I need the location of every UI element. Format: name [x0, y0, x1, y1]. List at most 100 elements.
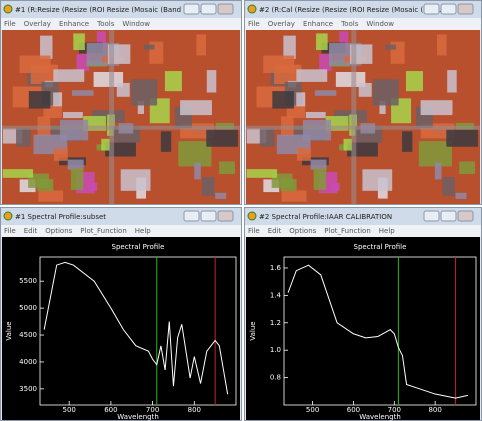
- image-feature: [442, 177, 455, 196]
- image-feature: [101, 138, 110, 151]
- window-title: #2 Spectral Profile:IAAR CALIBRATION: [259, 213, 392, 221]
- spectrum-line: [43, 261, 229, 395]
- image-feature: [259, 128, 275, 147]
- image-feature: [160, 131, 172, 152]
- image-feature: [379, 101, 386, 114]
- image-feature: [96, 31, 106, 47]
- window-button[interactable]: [423, 210, 440, 222]
- image-feature: [72, 90, 94, 96]
- y-tick-label: 1.0: [270, 346, 281, 354]
- window-title: #2 (R:Cal (Resize (Resize (ROI Resize (M…: [259, 6, 443, 14]
- window-button[interactable]: [440, 3, 457, 15]
- image-feature: [420, 100, 453, 116]
- menu-item[interactable]: Plot_Function: [80, 227, 126, 235]
- plot-title: Spectral Profile: [354, 243, 407, 251]
- image-feature: [93, 72, 124, 87]
- menu-item[interactable]: Enhance: [59, 20, 89, 28]
- image-feature: [206, 70, 217, 93]
- image-feature: [137, 101, 144, 114]
- menu-item[interactable]: Options: [45, 227, 72, 235]
- menu-item[interactable]: Help: [135, 227, 152, 235]
- image-feature: [73, 33, 85, 51]
- menu-item[interactable]: Tools: [96, 20, 115, 28]
- image-feature: [302, 119, 332, 141]
- image-feature: [219, 161, 235, 175]
- image-feature: [206, 129, 238, 147]
- image-feature: [131, 79, 158, 106]
- spectrum-line: [287, 264, 468, 399]
- image-feature: [164, 71, 182, 92]
- image-feature: [385, 44, 397, 50]
- image-feature: [53, 148, 68, 161]
- image-feature: [455, 192, 467, 199]
- x-tick-label: 700: [388, 406, 401, 414]
- y-tick-label: 0.8: [270, 374, 281, 382]
- window-button[interactable]: [183, 3, 200, 15]
- y-tick-label: 1.4: [270, 291, 282, 299]
- window-icon: [3, 4, 13, 14]
- image-feature: [263, 55, 295, 74]
- image-feature: [116, 82, 130, 97]
- x-tick-label: 500: [306, 406, 319, 414]
- menu-item[interactable]: File: [4, 20, 16, 28]
- image-feature: [281, 190, 307, 202]
- y-tick-label: 5500: [19, 277, 37, 285]
- title-bar: [245, 208, 481, 225]
- image-feature: [434, 162, 442, 180]
- image-feature: [339, 31, 349, 47]
- window: #2 Spectral Profile:IAAR CALIBRATION File…: [244, 207, 482, 421]
- menu-item[interactable]: Enhance: [303, 20, 333, 28]
- image-feature: [16, 128, 31, 147]
- menu-item[interactable]: Window: [366, 20, 394, 28]
- window-button[interactable]: [440, 210, 457, 222]
- image-feature: [70, 168, 84, 190]
- window-button[interactable]: [457, 210, 474, 222]
- menu-item[interactable]: Overlay: [24, 20, 51, 28]
- window-button[interactable]: [183, 210, 200, 222]
- menu-item[interactable]: Plot_Function: [324, 227, 370, 235]
- y-tick-label: 4000: [19, 358, 37, 366]
- window-button[interactable]: [217, 210, 234, 222]
- image-feature: [296, 92, 306, 107]
- image-feature: [280, 179, 297, 192]
- image-feature: [319, 54, 332, 72]
- image-feature: [283, 35, 296, 59]
- axes-frame: [283, 256, 477, 406]
- image-feature: [76, 54, 90, 72]
- menu-item[interactable]: File: [248, 20, 260, 28]
- image-feature: [437, 34, 447, 56]
- x-tick-label: 700: [146, 406, 159, 414]
- image-feature: [53, 69, 85, 82]
- image-feature: [180, 100, 212, 116]
- menu-item[interactable]: File: [248, 227, 260, 235]
- menu-item[interactable]: Window: [122, 20, 150, 28]
- image-feature: [272, 91, 294, 109]
- window-button[interactable]: [457, 3, 474, 15]
- menu-item[interactable]: Help: [379, 227, 396, 235]
- road: [246, 125, 480, 130]
- menu-item[interactable]: File: [4, 227, 16, 235]
- image-feature: [459, 161, 476, 175]
- window-button[interactable]: [200, 210, 217, 222]
- menu-item[interactable]: Edit: [24, 227, 38, 235]
- axes-frame: [39, 256, 237, 406]
- menu-item[interactable]: Tools: [340, 20, 359, 28]
- menu-item[interactable]: Edit: [268, 227, 282, 235]
- window-button[interactable]: [217, 3, 234, 15]
- window: #1 Spectral Profile:subset File Edit Option…: [0, 207, 242, 421]
- menu-item[interactable]: Overlay: [268, 20, 295, 28]
- x-axis-label: Wavelength: [359, 413, 401, 421]
- image-feature: [202, 177, 215, 196]
- road: [2, 125, 240, 130]
- image-feature: [331, 183, 340, 192]
- x-axis-label: Wavelength: [117, 413, 159, 421]
- y-axis-label: Value: [5, 321, 13, 340]
- window-button[interactable]: [423, 3, 440, 15]
- y-tick-label: 5000: [19, 304, 37, 312]
- y-tick-label: 3500: [19, 385, 37, 393]
- window-icon: [247, 211, 257, 221]
- menu-item[interactable]: Options: [289, 227, 316, 235]
- road: [109, 30, 115, 204]
- window-button[interactable]: [200, 3, 217, 15]
